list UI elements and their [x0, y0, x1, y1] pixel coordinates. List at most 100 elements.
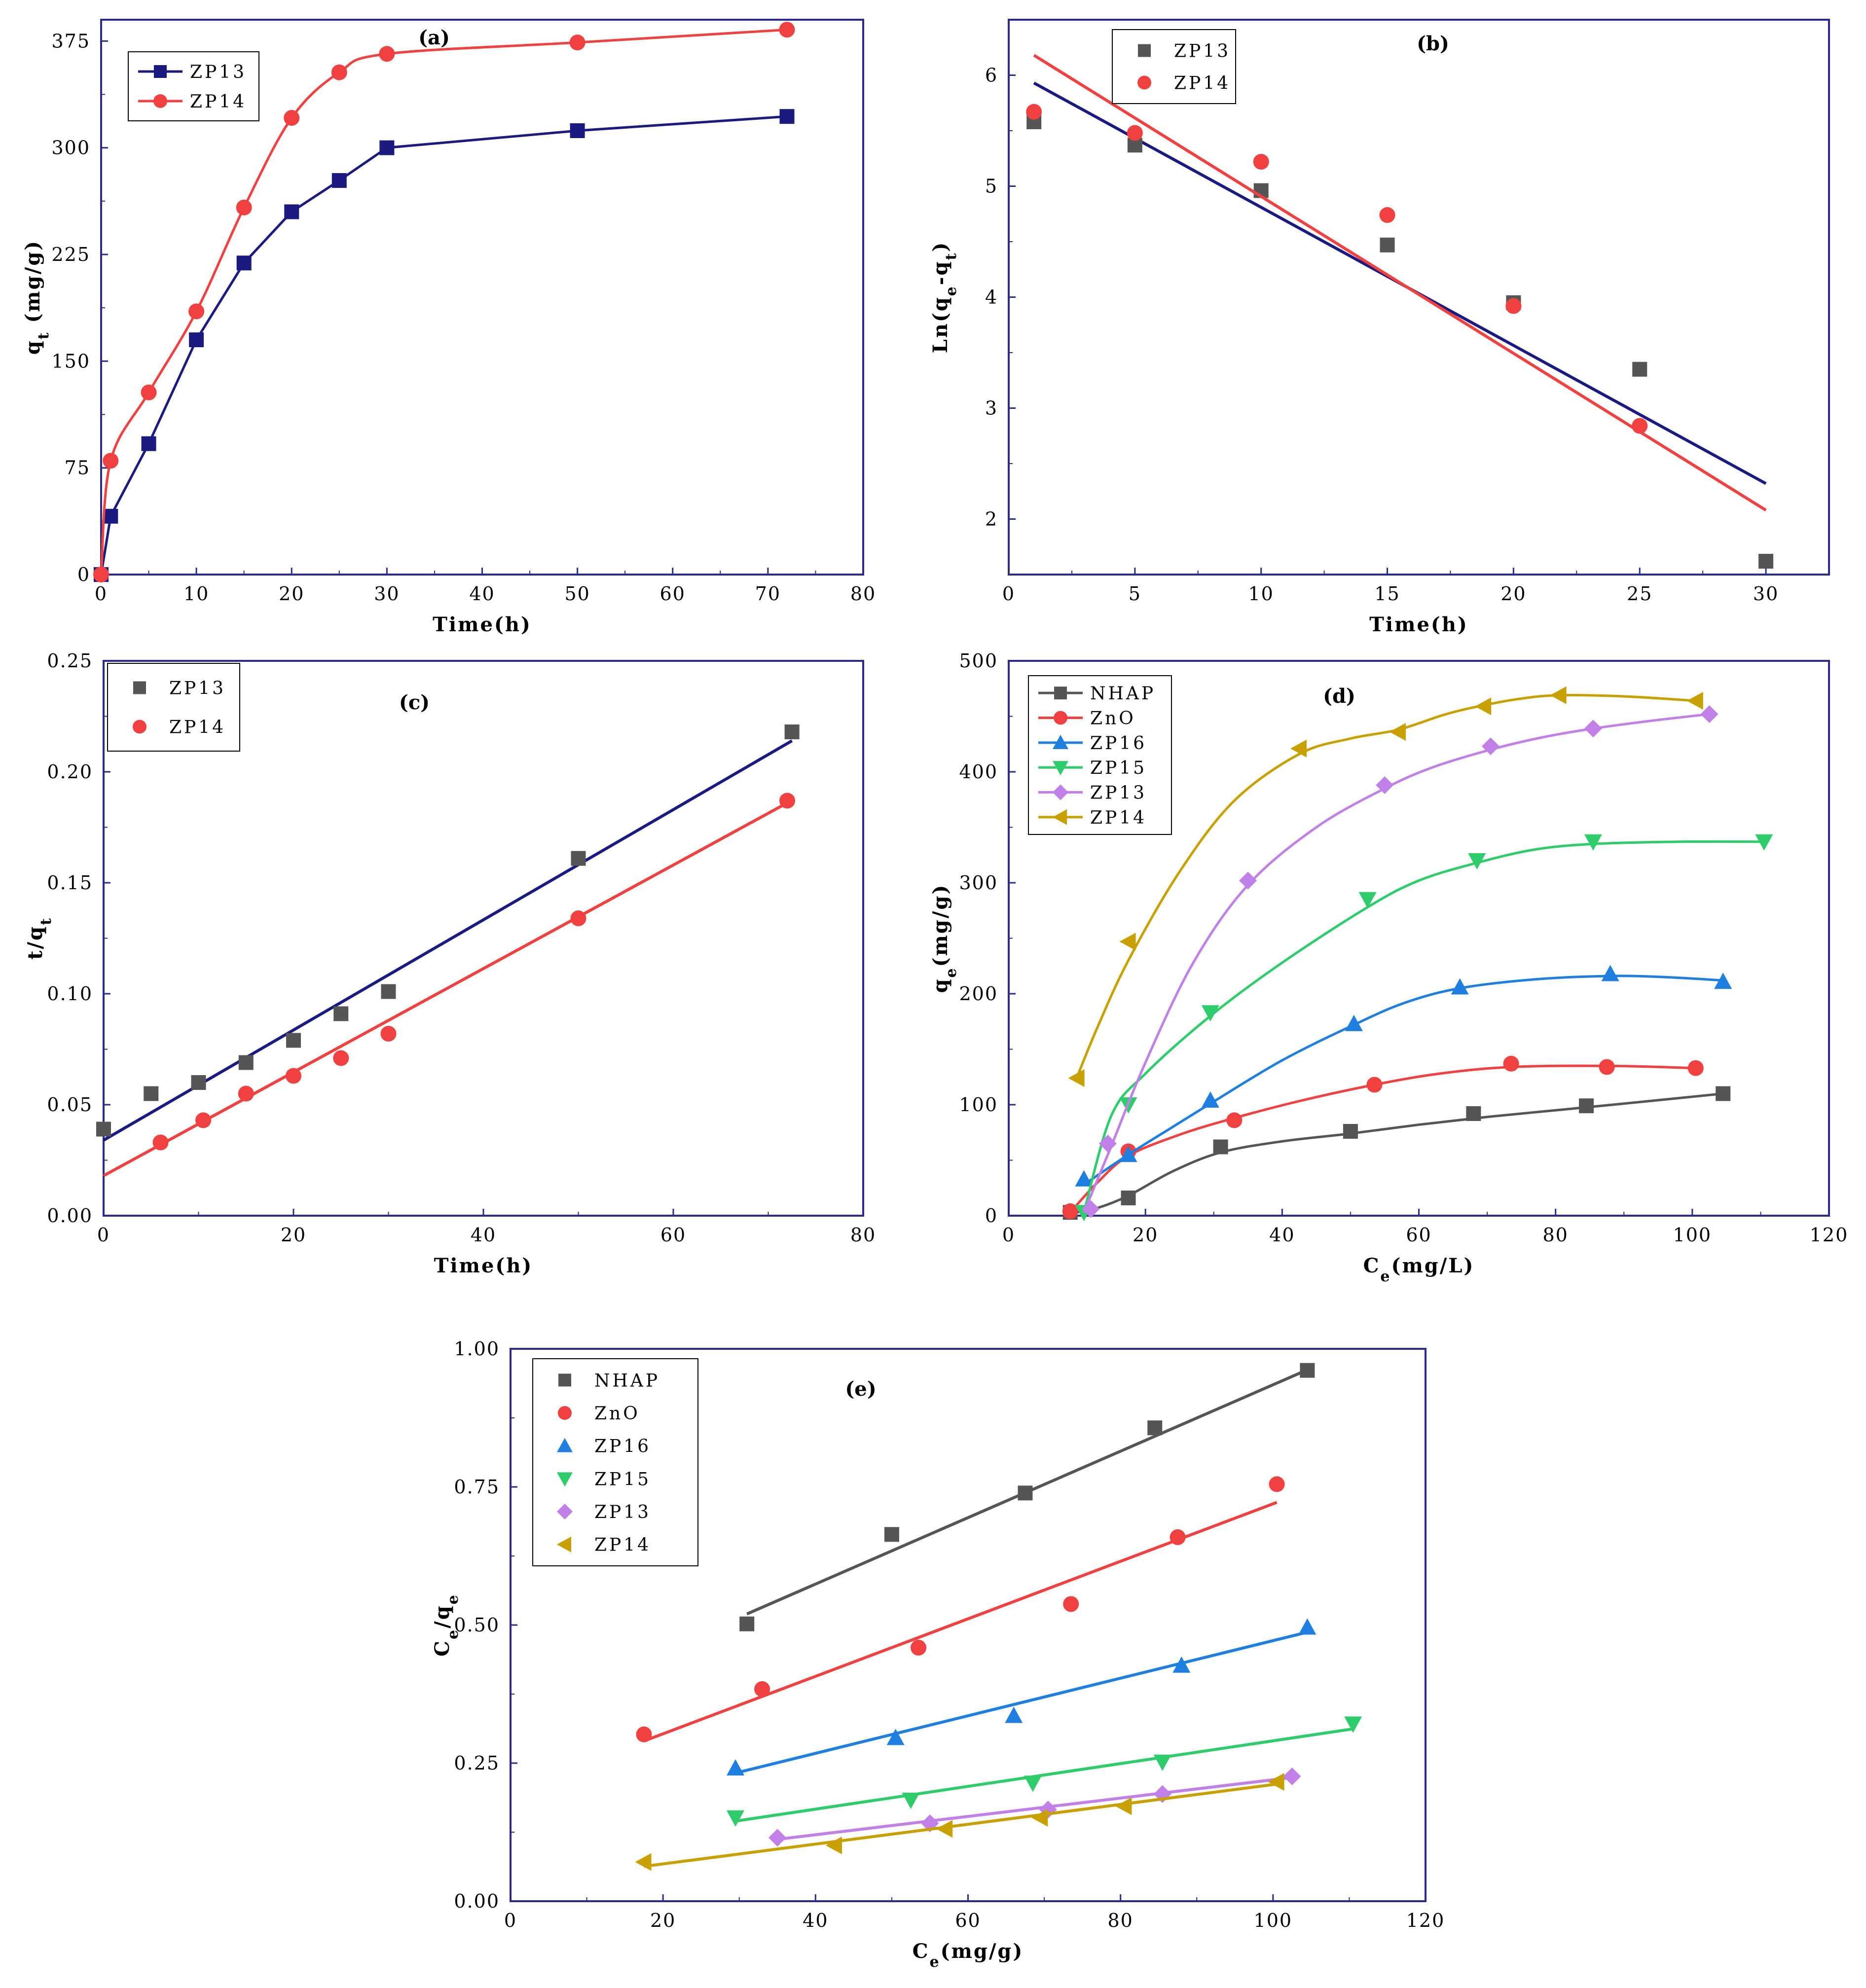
x-tick-label: 120: [1406, 1910, 1445, 1931]
series-line: [100, 115, 787, 575]
data-point: [784, 724, 800, 739]
legend-label: ZP14: [169, 718, 226, 738]
data-point: [1584, 834, 1602, 851]
y-axis-label-e: Ce/qe: [431, 1593, 462, 1657]
panel-d: 0 20 40 60 80 100 1200100200300400500Ce(mg/L)q…: [929, 650, 1849, 1285]
data-point: [779, 22, 795, 38]
legend-label: ZP16: [594, 1437, 651, 1457]
legend-marker: [1054, 711, 1067, 725]
series-d-ZP15: [1075, 834, 1773, 1222]
legend-a: ZP13 ZP14: [128, 51, 259, 121]
data-point: [1075, 1170, 1093, 1187]
legend-marker: [133, 681, 146, 694]
y-tick-label: 0: [985, 1205, 998, 1227]
data-point: [284, 110, 300, 126]
data-point: [902, 1793, 920, 1809]
legend-marker: [154, 65, 167, 78]
data-point: [1153, 1754, 1171, 1771]
x-tick-label: 120: [1810, 1224, 1849, 1246]
x-tick-label: 0: [95, 583, 108, 605]
fit-curve: [1069, 1064, 1696, 1213]
legend-label: ZnO: [1090, 709, 1136, 729]
fit-line: [735, 1727, 1354, 1823]
label-subscript: e: [1380, 1268, 1391, 1285]
data-point: [1269, 1476, 1285, 1492]
series-line: [100, 28, 787, 575]
data-point: [1482, 737, 1500, 756]
legend-marker: [1053, 734, 1068, 749]
x-tick-label: 80: [850, 583, 876, 605]
data-point: [286, 1033, 301, 1048]
x-tick-label: 0: [1002, 583, 1015, 605]
x-axis-label-e: Ce(mg/g): [913, 1940, 1024, 1971]
label-subscript: e: [444, 1593, 462, 1604]
series-c-ZP14: [103, 793, 795, 1177]
fit-line: [643, 1501, 1278, 1743]
label-part: C: [431, 1639, 454, 1657]
legend-label: ZP14: [594, 1535, 651, 1555]
data-point: [1755, 834, 1773, 851]
panel-a: 0 10 20 30 40 50 60 70 80 0 75 150 225 300 375 Time(h) q…: [21, 19, 876, 636]
label-part: (mg/g): [929, 884, 952, 967]
y-tick-label: 0: [77, 564, 90, 585]
panel-e: 0 20 40 60 80 100 1200.000.250.500.751.00Ce(mg…: [431, 1338, 1445, 1971]
data-point: [570, 123, 585, 138]
series-d-ZP14: [1068, 686, 1703, 1087]
legend-label: ZP15: [594, 1469, 651, 1489]
fit-curve: [1070, 1092, 1723, 1215]
x-tick-label: 30: [1753, 583, 1779, 605]
fit-line: [735, 1630, 1308, 1775]
legend-label: ZP13: [190, 62, 247, 82]
x-tick-label: 20: [1500, 583, 1526, 605]
label-part: Time(h): [434, 1254, 533, 1277]
y-tick-label: 300: [959, 872, 998, 894]
data-point: [141, 384, 157, 400]
data-point: [1358, 892, 1377, 908]
x-tick-label: 30: [374, 583, 400, 605]
panel-title-c: (c): [399, 691, 430, 714]
data-point: [1031, 1808, 1048, 1827]
legend-label: ZnO: [594, 1404, 640, 1424]
data-point: [331, 173, 347, 188]
x-tick-label: 80: [1542, 1224, 1568, 1246]
y-tick-label: 5: [985, 176, 998, 197]
label-part: (mg/L): [1391, 1254, 1475, 1277]
data-point: [1121, 1191, 1136, 1205]
legend-label: ZP14: [1090, 808, 1147, 828]
data-point: [1686, 692, 1703, 710]
x-axis-label-a: Time(h): [433, 613, 532, 636]
x-tick-label: 25: [1627, 583, 1652, 605]
data-point: [569, 35, 585, 51]
y-tick-label: 150: [51, 350, 90, 372]
data-point: [379, 140, 395, 155]
panel-title-e: (e): [845, 1377, 876, 1401]
data-point: [1172, 1656, 1191, 1673]
data-point: [936, 1820, 953, 1838]
data-point: [333, 1050, 349, 1066]
x-tick-label: 100: [1254, 1910, 1293, 1931]
x-tick-label: 60: [1406, 1224, 1431, 1246]
x-tick-label: 0: [504, 1910, 517, 1931]
data-point: [884, 1527, 899, 1542]
data-point: [1239, 871, 1257, 890]
data-point: [1018, 1485, 1033, 1501]
data-point: [1468, 853, 1486, 869]
y-axis-label-b: Ln(qe-qt): [929, 241, 960, 354]
data-point: [1119, 933, 1136, 951]
data-point: [238, 1085, 254, 1102]
data-point: [1300, 1363, 1315, 1378]
data-point: [886, 1729, 905, 1745]
legend-marker: [557, 1536, 571, 1553]
fit-curve: [1083, 840, 1764, 1213]
y-tick-label: 500: [959, 650, 998, 672]
fit-curve: [1083, 713, 1710, 1213]
y-tick-label: 0.20: [47, 761, 93, 783]
legend-marker: [557, 1504, 573, 1519]
label-subscript: e: [943, 967, 960, 977]
legend-marker: [1137, 75, 1151, 90]
y-tick-label: 400: [959, 761, 998, 783]
legend-e: NHAP ZnO ZP16 ZP15 ZP13 ZP14: [532, 1358, 698, 1566]
label-subscript: e: [930, 1953, 941, 1971]
y-tick-label: 225: [51, 244, 90, 265]
data-point: [96, 1121, 111, 1137]
